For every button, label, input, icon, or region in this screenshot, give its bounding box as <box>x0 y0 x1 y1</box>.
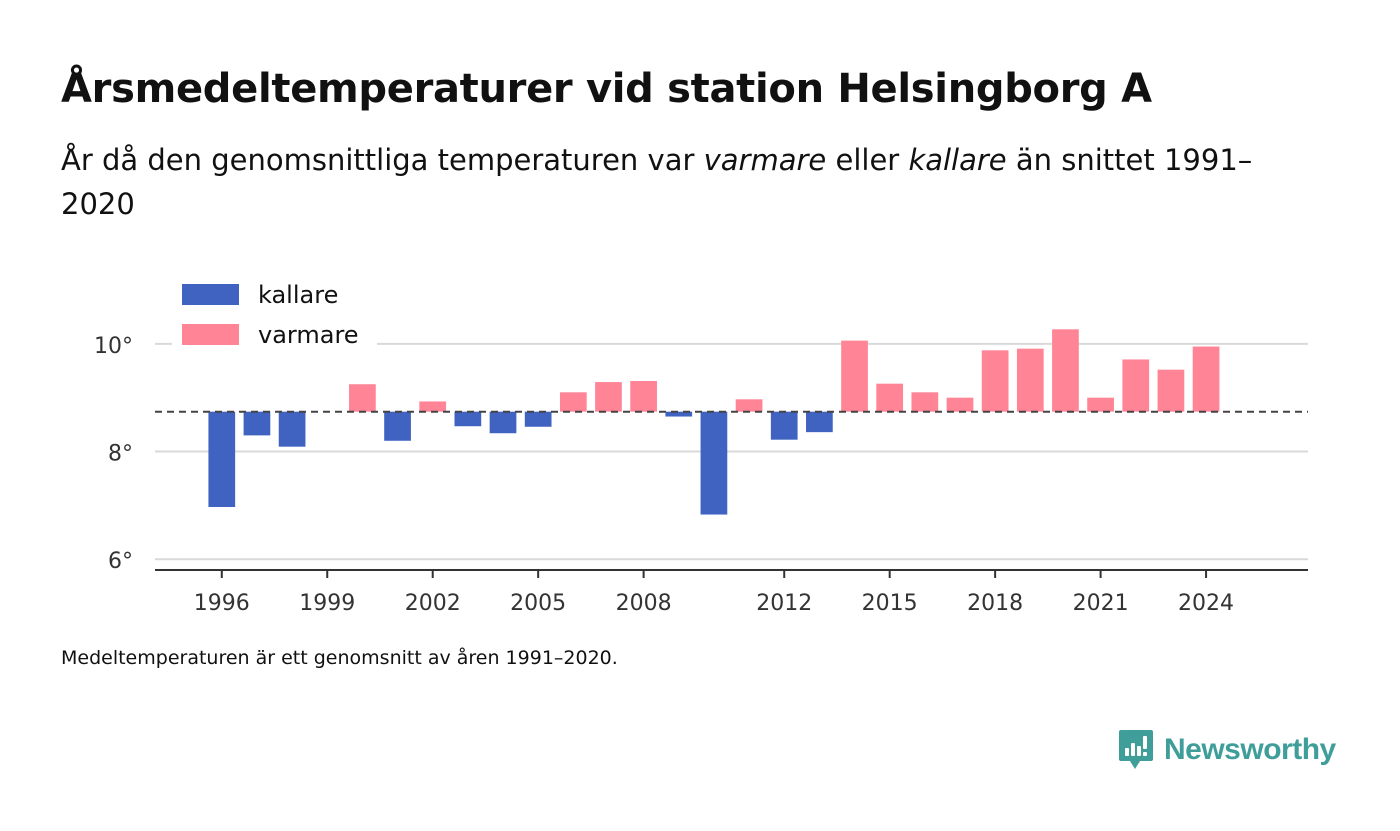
bar-colder <box>524 411 552 427</box>
y-tick-label: 6° <box>108 549 133 574</box>
bar-colder <box>384 411 411 441</box>
x-tick-label: 2005 <box>510 591 566 616</box>
x-tick-label: 1999 <box>299 591 355 616</box>
x-tick-label: 1996 <box>194 591 250 616</box>
bar-colder <box>806 411 833 433</box>
bar-warmer <box>876 383 904 412</box>
x-tick-label: 2024 <box>1178 591 1234 616</box>
x-tick-label: 2008 <box>616 591 672 616</box>
bar-warmer <box>419 401 447 412</box>
x-tick-label: 2015 <box>862 591 918 616</box>
subtitle-part2: eller <box>826 143 909 177</box>
bar-warmer <box>1157 369 1185 412</box>
bar-colder <box>770 411 798 440</box>
bar-warmer <box>1016 348 1044 412</box>
bar-chart: 6° 8° 10° 1996 1999 2002 2005 2008 2012 2015 2018 2… <box>94 281 1308 616</box>
bar-warmer <box>349 384 376 412</box>
bar-warmer <box>1122 359 1150 412</box>
x-tick-label: 2021 <box>1073 591 1129 616</box>
chart-title: Årsmedeltemperaturer vid station Helsing… <box>61 66 1152 112</box>
bar-colder <box>454 411 482 427</box>
bar-warmer <box>946 397 974 412</box>
x-tick-label: 2018 <box>967 591 1023 616</box>
legend-label: varmare <box>258 321 359 349</box>
bar-colder <box>665 411 693 417</box>
x-tick-label: 2012 <box>756 591 812 616</box>
subtitle-warm: varmare <box>703 143 827 177</box>
legend-swatch <box>182 324 239 345</box>
bar-colder <box>489 411 517 434</box>
bar-warmer <box>1192 346 1220 412</box>
y-tick-label: 10° <box>94 334 133 359</box>
chart-subtitle: År då den genomsnittliga temperaturen va… <box>61 138 1281 226</box>
bar-warmer <box>1052 329 1079 412</box>
bar-warmer <box>911 392 939 412</box>
subtitle-part3: än snittet 1991–2020 <box>61 143 1253 221</box>
legend-label: kallare <box>258 281 338 309</box>
bar-warmer <box>735 399 763 412</box>
bar-colder <box>278 411 306 447</box>
bar-warmer <box>595 382 622 412</box>
subtitle-cold: kallare <box>908 143 1007 177</box>
legend-swatch <box>182 284 239 305</box>
x-tick-label: 2002 <box>405 591 461 616</box>
bar-warmer <box>630 381 657 412</box>
brand: Newsworthy <box>1118 728 1336 772</box>
y-tick-label: 8° <box>108 442 133 467</box>
footnote: Medeltemperaturen är ett genomsnitt av å… <box>61 647 618 669</box>
bar-warmer <box>1087 397 1114 412</box>
bar-colder <box>243 411 271 436</box>
subtitle-part1: År då den genomsnittliga temperaturen va… <box>61 143 704 177</box>
newsworthy-logo-icon <box>1119 730 1153 769</box>
bar-warmer <box>981 350 1009 412</box>
bar-warmer <box>841 340 868 412</box>
bar-colder <box>700 411 728 515</box>
brand-name: Newsworthy <box>1164 733 1336 766</box>
bar-colder <box>208 411 236 507</box>
bar-warmer <box>559 392 587 412</box>
